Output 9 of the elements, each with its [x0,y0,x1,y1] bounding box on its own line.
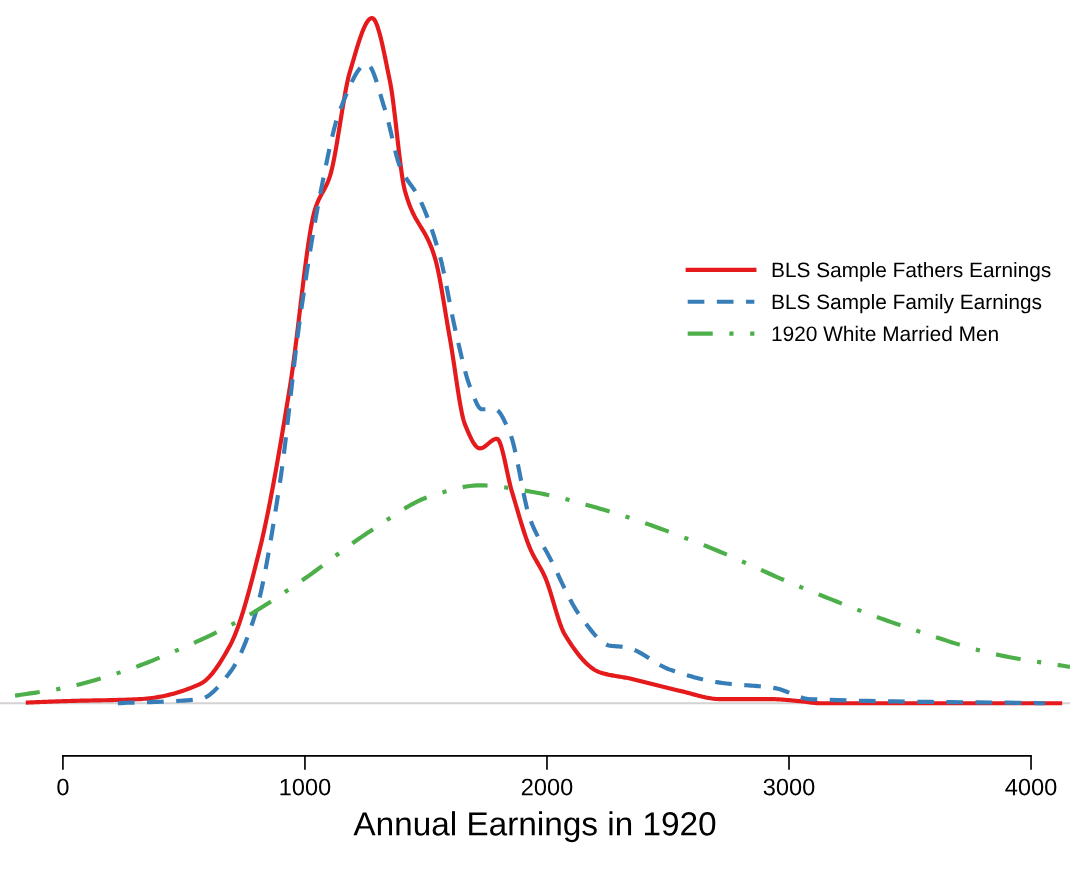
x-tick-label: 4000 [1005,778,1057,796]
x-tick-label: 0 [57,778,69,796]
x-tick-label: 1000 [280,778,331,796]
legend-label: BLS Sample Fathers Earnings [772,262,1051,282]
x-tick-label: 2000 [521,778,573,796]
legend-label: 1920 White Married Men [772,325,998,342]
x-axis-title: Annual Earnings in 1920 [353,811,716,843]
legend-label: BLS Sample Family Earnings [772,293,1042,314]
x-tick-label: 3000 [763,778,815,796]
